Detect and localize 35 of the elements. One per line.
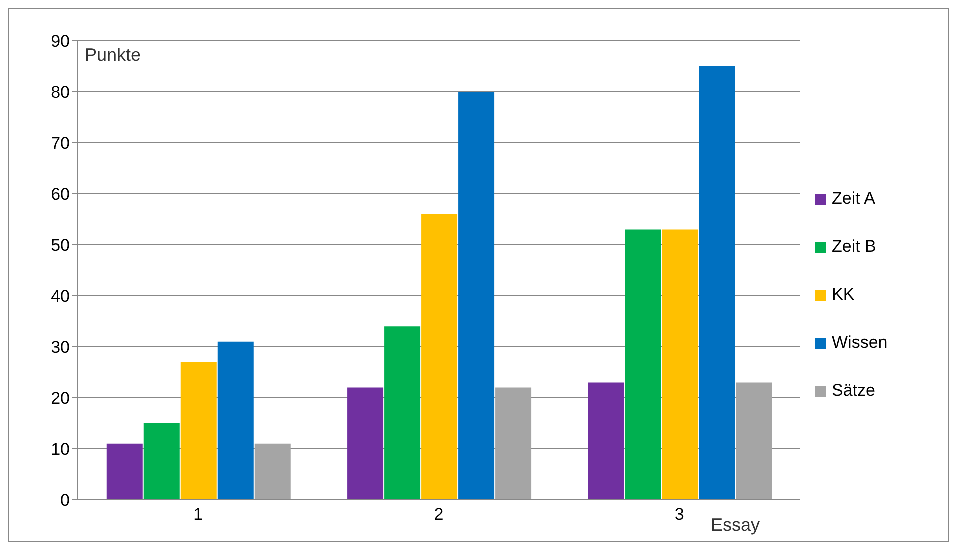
bar <box>588 382 624 500</box>
bar <box>458 92 495 500</box>
legend-label: Sätze <box>832 381 876 401</box>
bar <box>348 388 384 500</box>
y-tick-label: 0 <box>60 491 70 510</box>
bar <box>422 214 458 500</box>
bar <box>218 342 254 500</box>
bar <box>106 444 143 500</box>
legend-label: KK <box>832 285 855 305</box>
x-tick-label: 1 <box>194 505 204 524</box>
bar <box>625 230 662 500</box>
legend-label: Zeit A <box>832 189 876 209</box>
y-axis-title: Punkte <box>85 45 142 66</box>
y-tick-label: 20 <box>51 389 70 408</box>
y-tick-label: 50 <box>51 236 70 256</box>
bar <box>662 230 698 500</box>
bar <box>699 66 736 500</box>
bar <box>144 424 180 500</box>
x-tick-label: 3 <box>674 505 684 524</box>
legend-label: Zeit B <box>832 237 876 257</box>
bar <box>180 362 217 500</box>
bar <box>384 326 421 500</box>
y-tick-label: 80 <box>51 83 70 102</box>
x-tick-label: 2 <box>434 505 444 524</box>
x-axis-title: Essay <box>711 515 760 536</box>
y-tick-label: 90 <box>51 32 70 52</box>
y-tick-label: 10 <box>51 440 70 460</box>
y-tick-label: 40 <box>51 287 70 306</box>
bar <box>254 444 291 500</box>
bar <box>496 388 532 500</box>
legend-label: Wissen <box>832 333 888 353</box>
y-tick-label: 70 <box>51 134 70 154</box>
y-tick-label: 60 <box>51 185 70 204</box>
y-tick-label: 30 <box>51 338 70 358</box>
bar <box>736 382 772 500</box>
